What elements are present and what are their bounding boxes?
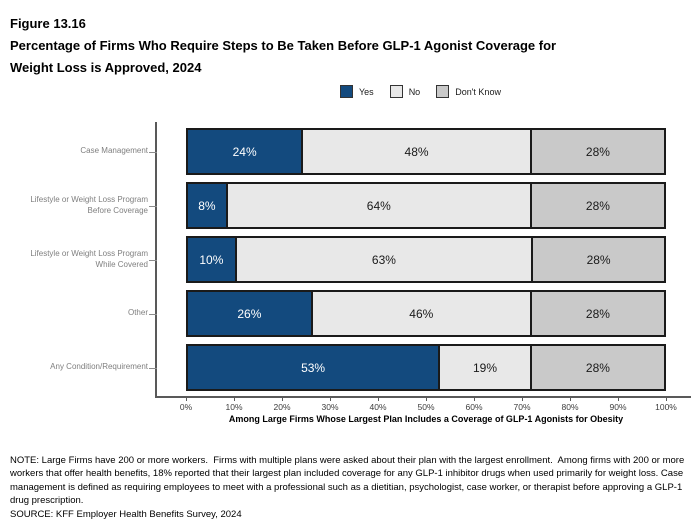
bar-segment-label: 46%	[409, 306, 434, 321]
x-axis-tick-label: 100%	[655, 402, 677, 412]
x-axis-tick-label: 60%	[465, 402, 483, 412]
bar-segment: 63%	[235, 237, 533, 282]
category-label: Lifestyle or Weight Loss Program While C…	[30, 248, 148, 269]
bar-segment: 8%	[187, 183, 227, 228]
x-axis-tick-label: 30%	[321, 402, 339, 412]
bar-segment: 28%	[532, 237, 665, 282]
bar-segment: 64%	[226, 183, 531, 228]
chart-area: Among Large Firms Whose Largest Plan Inc…	[30, 122, 691, 424]
category-tick	[149, 260, 157, 261]
category-label: Any Condition/Requirement	[50, 362, 148, 372]
footer: NOTE: Large Firms have 200 or more worke…	[10, 454, 692, 521]
x-axis-tick	[186, 396, 187, 401]
bar-segment-label: 64%	[366, 198, 391, 213]
bar-segment-label: 24%	[232, 144, 257, 159]
category-label: Case Management	[80, 146, 148, 156]
bar-segment: 53%	[187, 345, 440, 390]
category-label: Lifestyle or Weight Loss Program Before …	[30, 194, 148, 215]
x-axis-tick	[474, 396, 475, 401]
bar-segment-label: 28%	[585, 144, 610, 159]
x-axis-tick	[618, 396, 619, 401]
bar-segment-label: 28%	[586, 252, 611, 267]
x-axis-tick-label: 0%	[179, 402, 193, 412]
x-axis-tick	[426, 396, 427, 401]
category-label: Other	[127, 308, 148, 318]
stacked-bar: 24% 48% 28%	[186, 128, 666, 175]
category-tick	[149, 314, 157, 315]
bar-segment: 28%	[530, 129, 665, 174]
figure-number: Figure 13.16	[10, 16, 86, 31]
legend-label: Don't Know	[455, 86, 501, 97]
bar-segment: 48%	[302, 129, 531, 174]
category-tick	[149, 206, 157, 207]
source-text: SOURCE: KFF Employer Health Benefits Sur…	[10, 508, 242, 520]
stacked-bar: 26% 46% 28%	[186, 290, 666, 337]
bar-segment: 24%	[187, 129, 303, 174]
bar-segment-label: 28%	[585, 198, 610, 213]
bar-segment: 46%	[311, 291, 531, 336]
legend-label: Yes	[359, 86, 374, 97]
x-axis-line	[155, 396, 691, 398]
x-axis-tick	[570, 396, 571, 401]
figure-title-line-2: Weight Loss is Approved, 2024	[10, 60, 202, 75]
x-axis-tick-label: 40%	[369, 402, 387, 412]
category-tick	[149, 368, 157, 369]
x-axis-tick	[330, 396, 331, 401]
x-axis-tick-label: 90%	[609, 402, 627, 412]
x-axis-tick	[282, 396, 283, 401]
x-axis-tick	[234, 396, 235, 401]
note-text: NOTE: Large Firms have 200 or more worke…	[10, 455, 687, 507]
stacked-bar: 53% 19% 28%	[186, 344, 666, 391]
legend-label: No	[408, 86, 421, 97]
x-axis-tick-label: 20%	[273, 402, 291, 412]
bar-segment: 28%	[530, 345, 665, 390]
bar-segment-label: 26%	[237, 306, 262, 321]
x-axis-tick-label: 80%	[561, 402, 579, 412]
bar-segment-label: 19%	[472, 360, 498, 375]
x-axis-tick	[378, 396, 379, 401]
x-axis-tick	[522, 396, 523, 401]
x-axis-tick-label: 50%	[417, 402, 435, 412]
bar-segment-label: 63%	[371, 252, 396, 267]
bar-segment-label: 28%	[585, 306, 610, 321]
category-tick	[149, 152, 157, 153]
bar-segment: 28%	[530, 183, 665, 228]
stacked-bar: 10% 63% 28%	[186, 236, 666, 283]
bar-segment-label: 10%	[199, 252, 224, 267]
legend-swatch-icon	[389, 85, 403, 98]
x-axis-title: Among Large Firms Whose Largest Plan Inc…	[228, 414, 624, 424]
legend-item: Yes	[340, 85, 374, 98]
x-axis-tick-label: 10%	[225, 402, 243, 412]
bar-segment-label: 48%	[404, 144, 429, 159]
x-axis-tick	[666, 396, 667, 401]
bar-segment: 28%	[530, 291, 665, 336]
legend-swatch-icon	[436, 85, 450, 98]
bar-segment-label: 8%	[198, 198, 216, 213]
bar-segment: 19%	[439, 345, 531, 390]
legend-swatch-icon	[340, 85, 353, 98]
bar-segment-label: 53%	[301, 360, 326, 375]
stacked-bar: 8% 64% 28%	[186, 182, 666, 229]
figure-title-line-1: Percentage of Firms Who Require Steps to…	[10, 38, 557, 53]
legend: Yes No Don't Know	[340, 85, 501, 98]
x-axis-tick-label: 70%	[513, 402, 531, 412]
legend-item: No	[389, 85, 421, 98]
bar-segment: 10%	[187, 237, 236, 282]
bar-segment-label: 28%	[585, 360, 610, 375]
legend-item: Don't Know	[436, 85, 501, 98]
bar-segment: 26%	[187, 291, 312, 336]
